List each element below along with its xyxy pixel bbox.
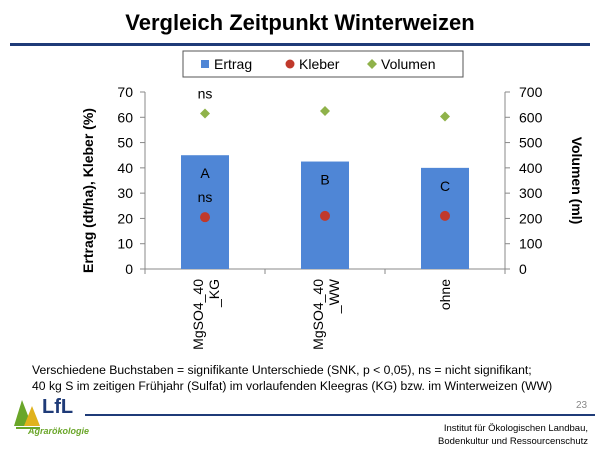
y-left-tick-label: 70 xyxy=(117,84,133,100)
y-right-tick-label: 0 xyxy=(519,261,527,277)
x-category-label: MgSO4_40_WW xyxy=(310,278,342,350)
y-left-tick-label: 50 xyxy=(117,135,133,151)
y-right-tick-label: 200 xyxy=(519,210,543,226)
y-right-tick-label: 300 xyxy=(519,185,543,201)
bar-ertrag xyxy=(181,155,229,269)
page-number: 23 xyxy=(576,400,588,411)
x-category-label-line: _KG xyxy=(206,279,222,308)
y-left-tick-label: 10 xyxy=(117,236,133,252)
logo-subtitle: Agrarökologie xyxy=(28,426,90,436)
y-axis-left-title: Ertrag (dt/ha), Kleber (%) xyxy=(80,108,96,273)
institute-name: Institut für Ökologischen Landbau, Boden… xyxy=(438,422,588,448)
annotation-ns: ns xyxy=(198,189,213,205)
y-right-tick-label: 600 xyxy=(519,109,543,125)
x-category-label: MgSO4_40_KG xyxy=(190,279,222,350)
y-left-tick-label: 0 xyxy=(125,261,133,277)
legend-box xyxy=(182,50,464,78)
point-kleber xyxy=(200,212,210,223)
y-left-tick-label: 40 xyxy=(117,160,133,176)
x-category-label-line: _WW xyxy=(326,278,342,314)
bar-letter: C xyxy=(440,178,450,194)
page-title: Vergleich Zeitpunkt Winterweizen xyxy=(125,10,475,35)
bar-letter: B xyxy=(320,172,329,188)
point-kleber xyxy=(440,210,450,221)
x-category-label-line: MgSO4_40 xyxy=(310,279,326,350)
x-category-label-line: ohne xyxy=(437,279,453,310)
institute-line-1: Institut für Ökologischen Landbau, xyxy=(443,423,588,434)
point-volumen xyxy=(200,108,210,119)
logo-text: LfL xyxy=(42,396,74,418)
footer-divider xyxy=(85,414,595,416)
legend-label-volumen: Volumen xyxy=(381,56,435,72)
point-volumen xyxy=(320,105,330,116)
bar-letter: A xyxy=(200,165,210,181)
y-left-tick-label: 20 xyxy=(117,210,133,226)
y-right-tick-label: 100 xyxy=(519,236,543,252)
footnote-line-1: Verschiedene Buchstaben = signifikante U… xyxy=(32,363,532,377)
x-category-label: ohne xyxy=(437,279,453,310)
y-right-tick-label: 500 xyxy=(519,135,543,151)
legend-swatch-ertrag xyxy=(201,60,209,68)
footnote: Verschiedene Buchstaben = signifikante U… xyxy=(32,362,597,394)
y-right-tick-label: 400 xyxy=(519,160,543,176)
y-axis-right-title: Volumen (ml) xyxy=(569,137,585,225)
y-left-tick-label: 30 xyxy=(117,185,133,201)
annotation-ns: ns xyxy=(198,85,213,101)
y-right-tick-label: 700 xyxy=(519,84,543,100)
footnote-line-2: 40 kg S im zeitigen Frühjahr (Sulfat) im… xyxy=(32,379,553,393)
legend-label-ertrag: Ertrag xyxy=(214,56,252,72)
point-kleber xyxy=(320,210,330,221)
x-category-label-line: MgSO4_40 xyxy=(190,279,206,350)
legend-swatch-volumen xyxy=(367,59,377,69)
legend-label-kleber: Kleber xyxy=(299,56,340,72)
chart: Ertrag Kleber Volumen010203040506070010020… xyxy=(80,50,585,350)
title-divider xyxy=(10,43,590,46)
point-volumen xyxy=(440,111,450,122)
lfl-logo xyxy=(14,400,40,429)
institute-line-2: Bodenkultur und Ressourcenschutz xyxy=(438,436,588,447)
y-left-tick-label: 60 xyxy=(117,109,133,125)
legend-swatch-kleber xyxy=(285,59,295,69)
